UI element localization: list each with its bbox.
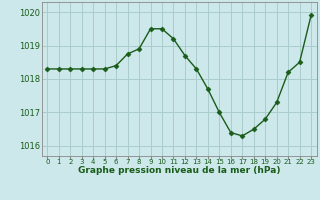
X-axis label: Graphe pression niveau de la mer (hPa): Graphe pression niveau de la mer (hPa) (78, 166, 280, 175)
